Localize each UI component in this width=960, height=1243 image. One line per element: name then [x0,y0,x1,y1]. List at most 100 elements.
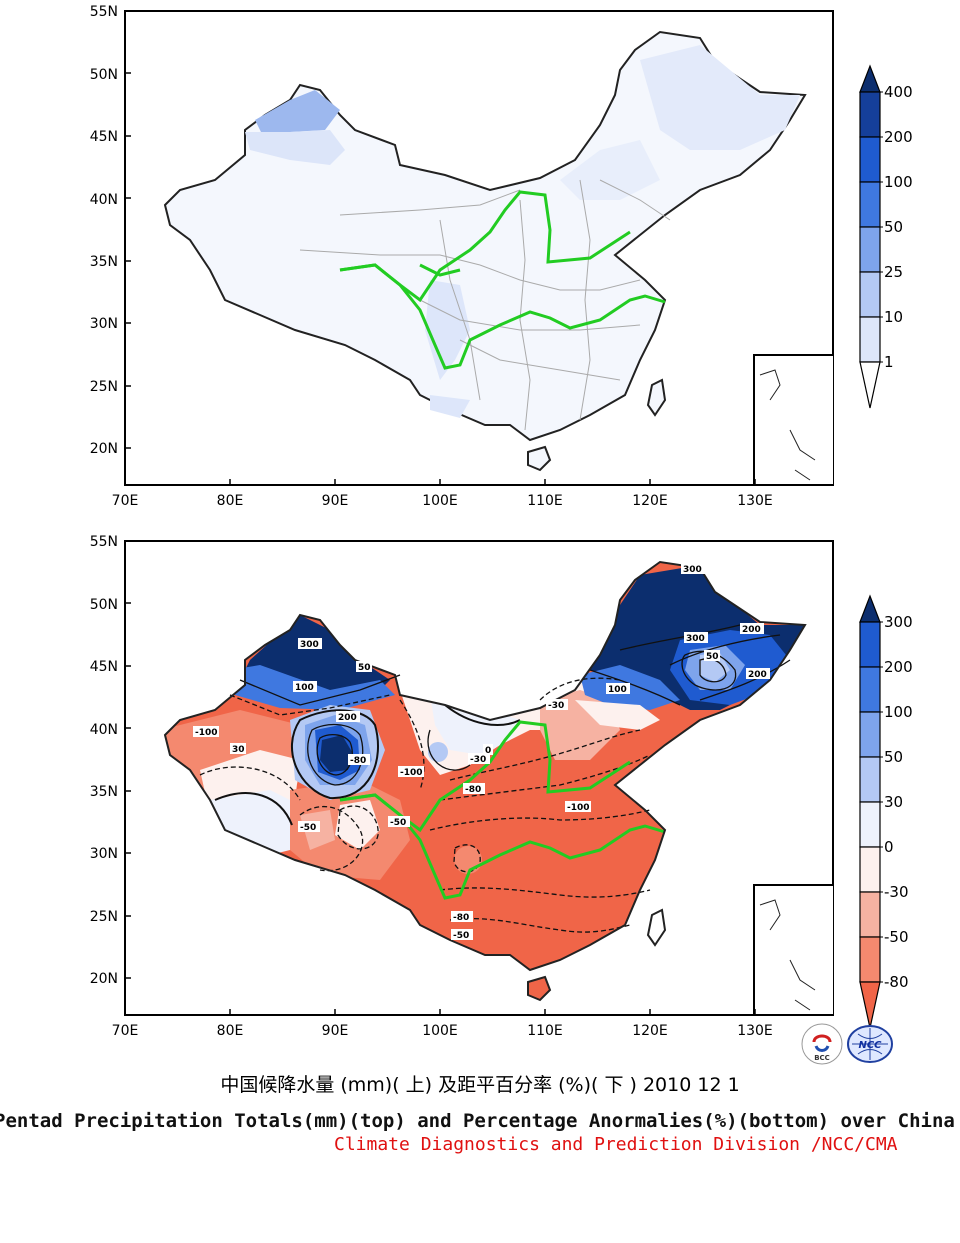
contour-label: 100 [608,685,627,695]
bottom-lat-label: 25N [90,909,118,925]
top-lon-axis: 70E 80E 90E 100E 110E 120E 130E [112,493,773,509]
top-colorbar-swatch [859,136,881,183]
top-lat-label: 30N [90,316,118,332]
top-lon-label: 90E [322,493,349,509]
contour-label: -80 [350,756,366,766]
bottom-hainan-outline [527,975,552,1002]
top-yellow-river-branch [419,263,461,277]
top-shade-northeast [640,45,800,150]
top-shade-south [430,395,470,418]
contour-label: -80 [465,785,481,795]
top-lon-label: 70E [112,493,139,509]
contour-label: 300 [300,640,319,650]
top-lon-label: 130E [737,493,773,509]
bottom-lon-label: 130E [737,1023,773,1039]
top-colorbar-label: 25 [884,263,903,281]
anom-light-ne-edge [575,700,660,730]
bottom-lat-label: 35N [90,784,118,800]
top-colorbar-swatch [859,181,881,228]
bottom-lon-label: 90E [322,1023,349,1039]
top-colorbar-label: 200 [884,128,913,146]
contour-label: 300 [683,565,702,575]
top-province-lines [299,179,671,431]
bottom-lat-label: 50N [90,597,118,613]
bottom-lon-label: 120E [632,1023,668,1039]
bottom-china-outline [163,560,807,972]
top-lon-label: 80E [217,493,244,509]
anom-contours [199,624,791,933]
bottom-lat-label: 30N [90,846,118,862]
bottom-colorbar-label: 100 [884,703,913,721]
bottom-colorbar-label: 200 [884,658,913,676]
contour-label: -50 [390,818,406,828]
contour-label: -30 [470,755,486,765]
ncc-logo-text: NCC [858,1040,882,1051]
top-lat-label: 20N [90,441,118,457]
top-lat-axis: 55N 50N 45N 40N 35N 30N 25N 20N [90,4,118,457]
bottom-colorbar-swatch [859,666,881,713]
bottom-colorbar-swatch [859,756,881,803]
contour-label: 300 [686,634,705,644]
anom-blue-center-core [320,735,352,772]
ncc-logo-icon: NCC [847,1025,893,1063]
contour-label: 50 [706,652,719,662]
english-title: Pentad Precipitation Totals(mm)(top) and… [0,1110,955,1132]
bottom-colorbar-label: -30 [884,883,909,901]
anom-contour-label-group: 300 -100 50 100 200 30 -30 -50 -80 0 -10… [193,563,770,941]
top-lat-label: 50N [90,67,118,83]
bottom-lat-label: 20N [90,971,118,987]
contour-label: 200 [748,670,767,680]
contour-label: 50 [358,663,371,673]
top-colorbar-swatch [859,226,881,273]
bottom-colorbar-swatch [859,846,881,893]
chinese-title: 中国候降水量 (mm)( 上) 及距平百分率 (%)( 下 ) 2010 12 … [220,1074,740,1096]
top-colorbar-label: 50 [884,218,903,236]
bottom-colorbar-label: -80 [884,973,909,991]
bottom-lon-label: 70E [112,1023,139,1039]
top-lon-label: 100E [422,493,458,509]
top-colorbar-label: 400 [884,83,913,101]
top-yangtze-river [339,263,666,370]
contour-label: 30 [232,745,245,755]
top-hainan-island [527,445,552,472]
bottom-lat-label: 55N [90,534,118,550]
bottom-south-sea-inset [753,884,833,1015]
top-shade-northwest [255,90,340,134]
contour-label: -50 [300,823,316,833]
top-lon-label: 120E [632,493,668,509]
bottom-yangtze-river [339,793,666,900]
top-inset-coast [759,369,816,481]
contour-label: 0 [485,746,491,756]
top-lat-label: 25N [90,379,118,395]
bottom-colorbar-label: -50 [884,928,909,946]
bottom-lon-label: 100E [422,1023,458,1039]
top-precip-map: 55N 50N 45N 40N 35N 30N 25N 20N 70E 80E … [90,4,913,509]
top-shade-northwest-light [245,130,345,165]
bottom-colorbar-swatch [859,891,881,938]
top-taiwan-island [646,378,667,417]
contour-label: 200 [742,625,761,635]
bottom-lon-label: 80E [217,1023,244,1039]
top-colorbar-bottom-arrow [859,361,881,409]
bcc-logo-icon: BCC [801,1023,843,1065]
credit-line: Climate Diagnostics and Prediction Divis… [334,1134,898,1155]
top-yellow-river [339,190,631,303]
top-colorbar: 400 200 100 50 25 10 1 [859,64,913,409]
contour-label: -80 [453,913,469,923]
top-lat-label: 55N [90,4,118,20]
contour-label: -100 [195,728,218,738]
top-lat-label: 45N [90,129,118,145]
bottom-ticks [125,602,756,1015]
bottom-colorbar-label: 0 [884,838,894,856]
anom-tibet-light [335,800,380,850]
top-colorbar-label: 100 [884,173,913,191]
bottom-colorbar-label: 30 [884,793,903,811]
bottom-lon-label: 110E [527,1023,563,1039]
bottom-lat-label: 40N [90,722,118,738]
contour-label: -100 [567,803,590,813]
top-colorbar-label: 1 [884,353,894,371]
top-colorbar-swatch [859,271,881,318]
top-colorbar-top-arrow [859,64,881,93]
bottom-lat-axis: 55N 50N 45N 40N 35N 30N 25N 20N [90,534,118,987]
